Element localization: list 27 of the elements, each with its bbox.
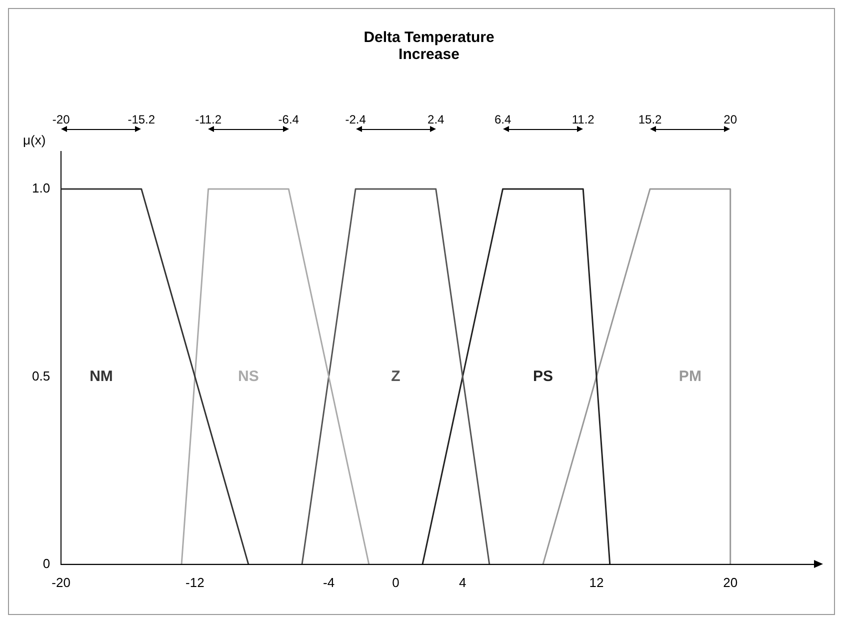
x-tick-label: 20 bbox=[723, 574, 738, 590]
text: NS bbox=[238, 368, 259, 385]
x2-tick-label: -2.4 bbox=[345, 112, 366, 127]
x-tick-label: -4 bbox=[323, 574, 335, 590]
x2-tick-label: 11.2 bbox=[572, 112, 595, 127]
y-tick-label: 0 bbox=[42, 556, 50, 571]
x2-tick-label: -20 bbox=[52, 112, 70, 127]
y-tick-label: 0.5 bbox=[32, 368, 50, 384]
text: Z bbox=[391, 368, 400, 385]
x-tick-label: 4 bbox=[459, 574, 466, 590]
series-label: PM bbox=[678, 368, 702, 385]
x2-tick-label: 20 bbox=[724, 112, 738, 127]
x-tick-label: 12 bbox=[589, 574, 604, 590]
x2-tick-label: 6.4 bbox=[494, 112, 512, 127]
x-tick-label: 0 bbox=[392, 574, 400, 590]
x2-tick-label: 2.4 bbox=[428, 112, 445, 127]
y-tick-label: 1.0 bbox=[32, 180, 50, 196]
x-tick-label: -12 bbox=[186, 574, 204, 590]
x2-tick-label: 15.2 bbox=[638, 112, 662, 127]
chart-title: Delta Temperature Increase bbox=[362, 29, 496, 63]
text: PS bbox=[532, 368, 553, 385]
x-tick-label: -20 bbox=[52, 574, 70, 590]
text: NM bbox=[90, 368, 113, 385]
x2-tick-label: -11.2 bbox=[195, 112, 222, 127]
x2-tick-label: -15.2 bbox=[128, 112, 156, 127]
y-axis-title: μ(x) bbox=[23, 132, 46, 148]
x2-tick-label: -6.4 bbox=[278, 112, 300, 127]
